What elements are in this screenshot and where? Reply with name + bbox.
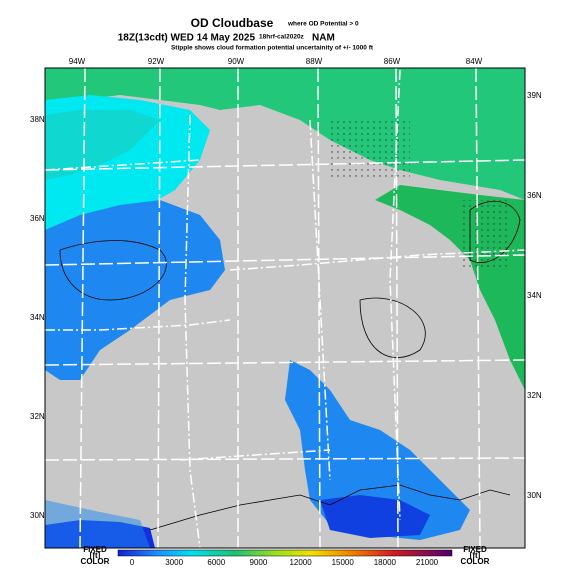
colorbar-label: [ft] [470,551,481,560]
lat-label: 36N [30,214,45,223]
colorbar-label: [ft] [90,551,101,560]
lat-label: 30N [30,511,45,520]
lon-label: 94W [69,57,86,66]
lat-label: 34N [527,291,542,300]
colorbar-label: COLOR [461,557,490,566]
colorbar-label: COLOR [81,557,110,566]
colorbar-tick-label: 3000 [165,558,183,567]
colorbar-tick-label: 0 [130,558,135,567]
lon-label: 90W [228,57,245,66]
colorbar-tick-label: 6000 [207,558,225,567]
model: NAM [312,33,335,44]
run: 18hrf-cal2020z [259,34,305,41]
lat-label: 39N [527,91,542,100]
colorbar-tick-label: 15000 [332,558,355,567]
valid-time: 18Z(13cdt) WED 14 May 2025 [118,33,256,44]
lon-label: 84W [466,57,483,66]
lon-label: 86W [384,57,401,66]
colorbar [117,549,453,557]
lat-label: 32N [30,412,45,421]
lat-label: 36N [527,191,542,200]
lat-label: 32N [527,391,542,400]
lon-label: 92W [148,57,165,66]
colorbar-tick-label: 9000 [250,558,268,567]
colorbar-label: FIXED [83,545,107,554]
subtitle: Stipple shows cloud formation potential … [171,45,374,52]
lat-label: 34N [30,313,45,322]
colorbar-tick-label: 21000 [416,558,439,567]
lat-label: 30N [527,491,542,500]
colorbar-tick-label: 12000 [289,558,312,567]
map [44,67,526,549]
colorbar-label: FIXED [463,545,487,554]
title-note: where OD Potential > 0 [287,21,359,28]
lat-label: 38N [30,115,45,124]
colorbar-tick-label: 18000 [374,558,397,567]
title: OD Cloudbase [191,16,274,30]
lon-label: 88W [306,57,323,66]
